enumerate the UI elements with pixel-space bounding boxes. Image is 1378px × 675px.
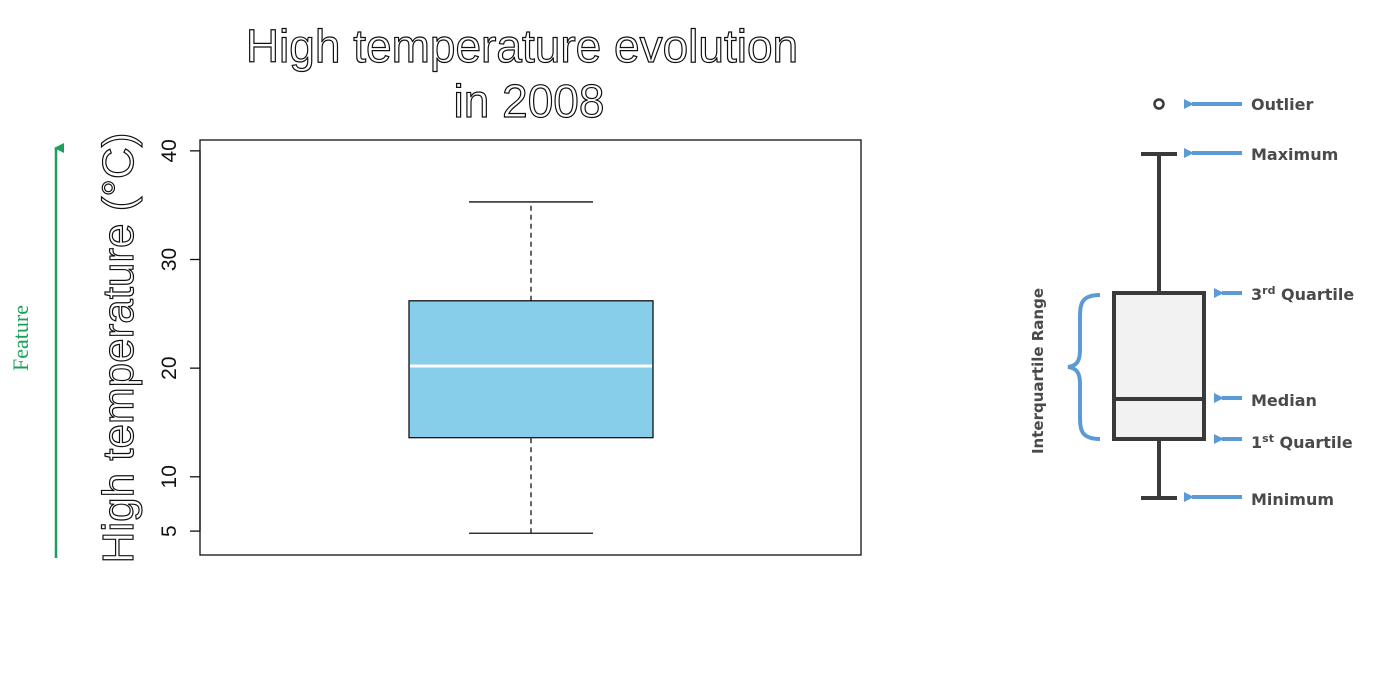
chart-title-line1: High temperature evolution (246, 20, 798, 72)
q3-label-number: 3 (1251, 285, 1262, 304)
y-tick-label: 20 (158, 356, 181, 379)
q3-label-suffix: rd (1262, 284, 1275, 297)
feature-label: Feature (8, 305, 33, 371)
anatomy-box (1112, 291, 1206, 441)
q1-label-suffix: st (1262, 432, 1274, 445)
y-tick-label: 5 (158, 525, 181, 537)
q3-label: 3rd Quartile (1251, 284, 1354, 304)
y-axis: 5 10 20 30 40 (158, 139, 201, 537)
iqr-label: Interquartile Range (1029, 288, 1047, 454)
y-tick-label: 30 (158, 248, 181, 271)
y-tick-label: 10 (158, 465, 181, 488)
median-label: Median (1251, 391, 1317, 410)
minimum-label: Minimum (1251, 490, 1334, 509)
boxplot-series (408, 201, 654, 534)
maximum-label: Maximum (1251, 145, 1338, 164)
chart-title-line2: in 2008 (454, 75, 605, 127)
iqr-box (408, 300, 654, 439)
q1-label-number: 1 (1251, 433, 1262, 452)
q1-label-text: Quartile (1274, 433, 1353, 452)
y-axis-label: High temperature (°C) (94, 133, 143, 564)
iqr-brace (1067, 293, 1101, 441)
q1-label: 1st Quartile (1251, 432, 1353, 452)
boxplot-anatomy-legend: Interquartile Range Outlier Maximum 3rd … (1029, 95, 1354, 509)
outlier-marker (1153, 98, 1165, 110)
outlier-label: Outlier (1251, 95, 1313, 114)
q3-label-text: Quartile (1275, 285, 1354, 304)
y-tick-label: 40 (158, 139, 181, 162)
